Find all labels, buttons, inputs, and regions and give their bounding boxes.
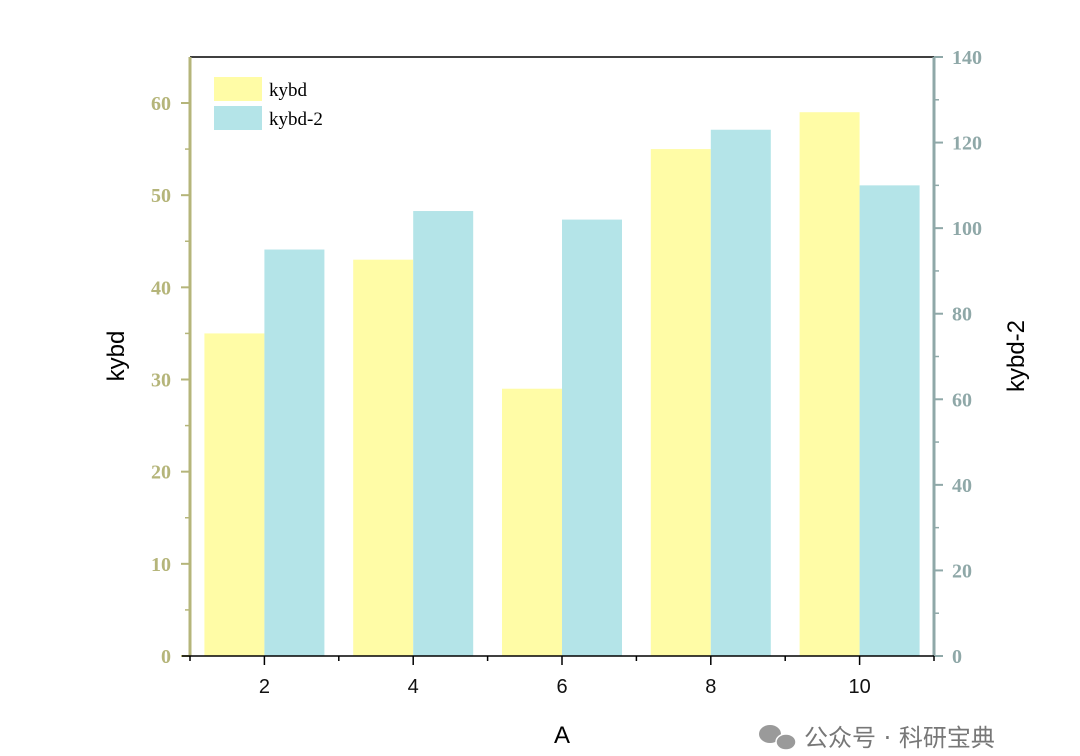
x-tick-label: 8 xyxy=(705,676,716,698)
legend-swatch-kybd xyxy=(214,77,262,101)
left-tick-label: 10 xyxy=(151,554,171,576)
right-tick-label: 100 xyxy=(952,218,982,240)
left-tick-label: 0 xyxy=(161,646,171,668)
x-tick-label: 10 xyxy=(848,676,870,698)
legend: kybd kybd-2 xyxy=(214,77,323,130)
legend-label-kybd: kybd xyxy=(269,80,308,101)
right-tick-label: 20 xyxy=(952,560,972,582)
watermark-text: 公众号 · 科研宝典 xyxy=(804,724,995,752)
left-tick-label: 60 xyxy=(151,93,171,115)
right-tick-label: 80 xyxy=(952,304,972,326)
left-y-axis: 0 10 20 30 40 50 60 xyxy=(151,57,192,668)
x-tick-label: 2 xyxy=(259,676,270,698)
x-axis: 2 4 6 8 10 xyxy=(182,655,935,698)
right-tick-label: 120 xyxy=(952,133,982,155)
left-tick-label: 20 xyxy=(151,462,171,484)
left-tick-label: 30 xyxy=(151,370,171,392)
bar-kybd-10 xyxy=(799,112,860,656)
right-tick-label: 0 xyxy=(952,646,962,668)
x-axis-title: A xyxy=(554,722,570,749)
right-tick-label: 40 xyxy=(952,475,972,497)
x-tick-label: 6 xyxy=(556,676,567,698)
bar-kybd-6 xyxy=(502,388,562,656)
watermark: 公众号 · 科研宝典 xyxy=(759,724,995,752)
bars xyxy=(204,112,920,657)
x-tick-label: 4 xyxy=(408,676,419,698)
bar-kybd-2-4 xyxy=(413,211,474,656)
wechat-icon xyxy=(759,725,797,751)
legend-label-kybd-2: kybd-2 xyxy=(269,109,323,130)
bar-kybd-2-6 xyxy=(562,219,622,657)
right-y-axis: 0 20 40 60 80 100 120 140 xyxy=(932,47,982,668)
bar-kybd-2 xyxy=(204,333,265,656)
bar-kybd-2-8 xyxy=(710,129,771,656)
right-y-axis-title: kybd-2 xyxy=(1003,320,1030,392)
bar-kybd-2-10 xyxy=(859,185,920,656)
bar-kybd-8 xyxy=(650,149,711,657)
left-tick-label: 50 xyxy=(151,185,171,207)
bar-kybd-4 xyxy=(353,259,414,656)
left-y-axis-title: kybd xyxy=(103,331,130,382)
right-tick-label: 60 xyxy=(952,389,972,411)
bar-kybd-2-2 xyxy=(264,249,325,657)
left-tick-label: 40 xyxy=(151,277,171,299)
legend-swatch-kybd-2 xyxy=(214,106,262,130)
right-tick-label: 140 xyxy=(952,47,982,69)
